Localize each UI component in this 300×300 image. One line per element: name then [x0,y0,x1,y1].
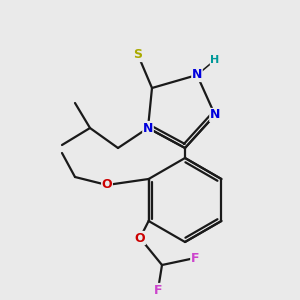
Text: O: O [102,178,112,191]
Text: S: S [134,49,142,62]
Text: N: N [192,68,202,82]
Text: H: H [210,55,220,65]
Text: N: N [143,122,153,134]
Text: O: O [135,232,145,244]
Text: F: F [154,284,162,296]
Text: N: N [210,109,220,122]
Text: F: F [191,251,199,265]
